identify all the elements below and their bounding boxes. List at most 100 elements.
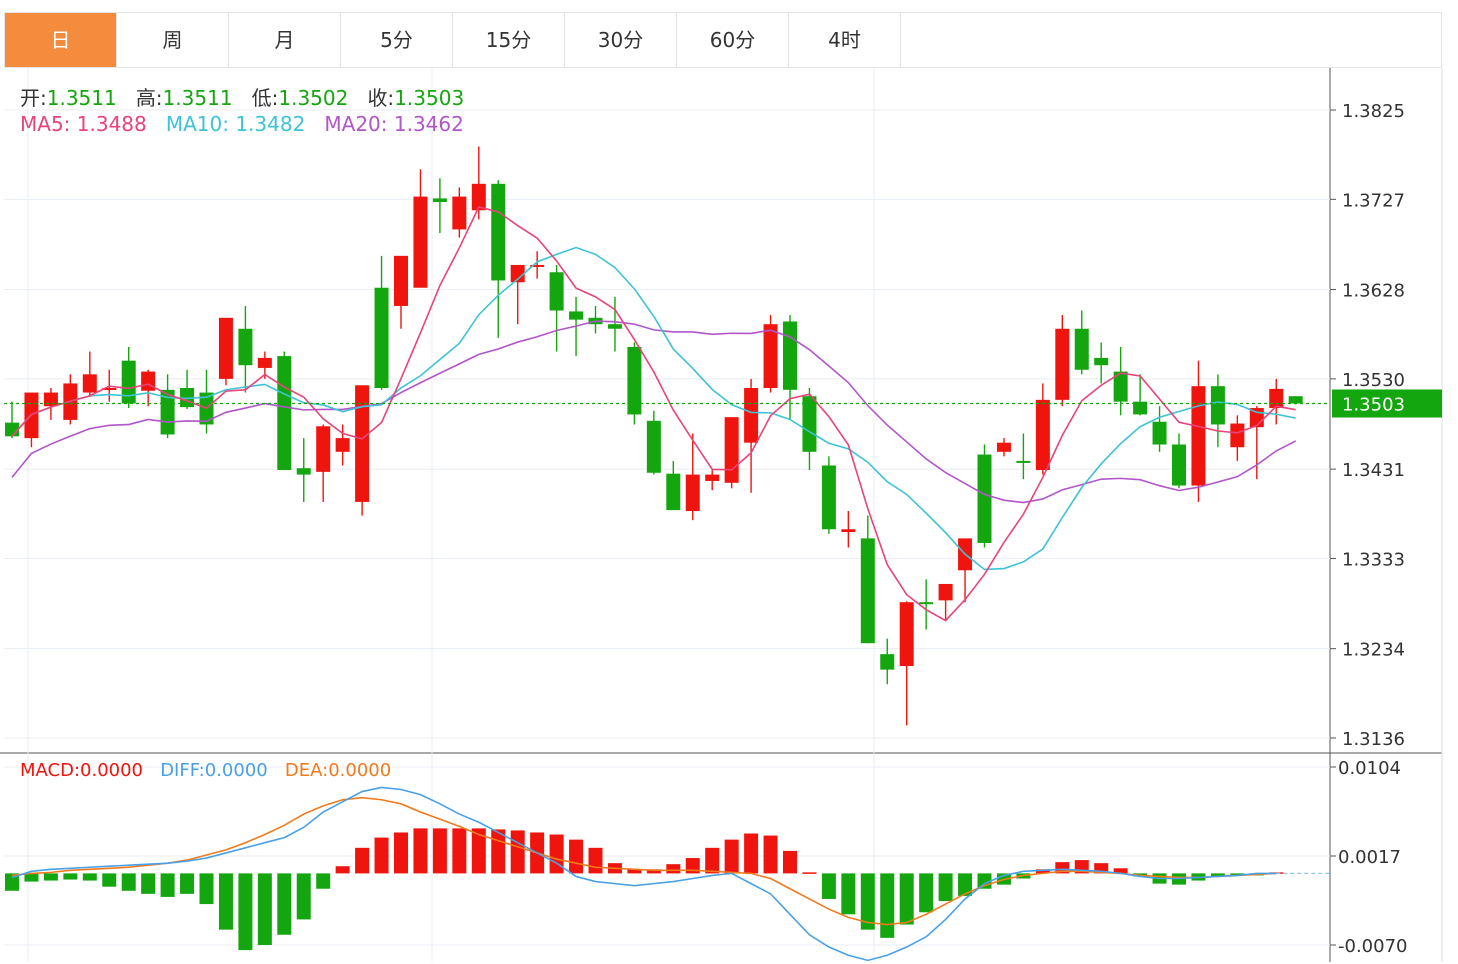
macd-bar <box>705 847 720 874</box>
macd-bar <box>841 873 856 915</box>
timeframe-tabs: 日周月 5分 15分 30分 60分 4时 <box>4 12 1442 68</box>
candle-body <box>1113 371 1128 402</box>
macd-bar <box>238 873 253 951</box>
macd-bar <box>180 873 195 894</box>
candle-body <box>491 183 506 281</box>
low-value: 1.3502 <box>278 86 349 110</box>
candle-body <box>607 324 622 329</box>
tab-6[interactable]: 60分 <box>677 13 789 67</box>
macd-tick-label: 0.0017 <box>1338 847 1401 868</box>
macd-bar <box>724 839 739 874</box>
tab-2[interactable]: 月 <box>229 13 341 67</box>
tab-3[interactable]: 5分 <box>341 13 453 67</box>
candle-body <box>335 438 350 452</box>
macd-value: 0.0000 <box>80 760 144 781</box>
macd-bar <box>666 864 681 874</box>
macd-bar <box>958 873 973 896</box>
candle-body <box>218 317 233 379</box>
candle-body <box>1210 386 1225 425</box>
candle-body <box>530 264 545 267</box>
candle-body <box>880 654 895 670</box>
candle-body <box>1288 396 1303 404</box>
tab-4[interactable]: 15分 <box>453 13 565 67</box>
macd-bar <box>1113 868 1128 874</box>
candle-body <box>666 473 681 511</box>
candle-body <box>1016 460 1031 463</box>
macd-bar <box>63 873 78 880</box>
open-label: 开: <box>20 86 47 110</box>
macd-bar <box>821 873 836 899</box>
tab-1[interactable]: 周 <box>117 13 229 67</box>
candle-body <box>783 321 797 390</box>
candle-body <box>724 417 739 483</box>
candle-body <box>1269 388 1284 409</box>
candle-body <box>1133 401 1148 415</box>
macd-bar <box>744 833 759 874</box>
candle-body <box>257 357 272 368</box>
candle-body <box>763 324 778 388</box>
macd-bar <box>588 847 603 874</box>
macd-bar <box>296 873 311 920</box>
ma10-line <box>11 246 1296 571</box>
macd-bar <box>1035 869 1050 874</box>
low-label: 低: <box>251 86 279 110</box>
candle-body <box>802 396 817 452</box>
macd-bar <box>880 873 895 938</box>
candle-body <box>1152 421 1167 445</box>
macd-bar <box>394 832 408 874</box>
candle-body <box>821 465 836 530</box>
macd-bar <box>102 873 117 887</box>
macd-bar <box>471 828 486 874</box>
macd-bar <box>199 873 214 905</box>
macd-bar <box>1230 873 1245 876</box>
candle-body <box>1172 444 1186 486</box>
tab-7[interactable]: 4时 <box>789 13 901 67</box>
dea-value: 0.0000 <box>328 760 392 781</box>
macd-bar <box>899 873 914 925</box>
dea-label: DEA: <box>284 760 329 781</box>
macd-bar <box>646 869 661 874</box>
candle-body <box>938 583 953 601</box>
tab-5[interactable]: 30分 <box>565 13 677 67</box>
candle-body <box>1191 386 1206 486</box>
ma20-line <box>11 320 1297 504</box>
candle-body <box>432 198 447 203</box>
candle-body <box>685 474 700 512</box>
candle-body <box>1094 357 1109 366</box>
ma10-value: 1.3482 <box>235 112 306 136</box>
macd-bar <box>43 873 58 881</box>
candle-body <box>1230 423 1245 448</box>
ma5-line <box>11 206 1296 622</box>
macd-bar <box>860 873 875 930</box>
candle-body <box>82 374 97 393</box>
macd-bar <box>413 828 428 874</box>
candle-body <box>627 346 642 415</box>
macd-bar <box>938 873 953 902</box>
candle-body <box>452 196 467 230</box>
macd-bar <box>218 873 233 930</box>
ma-legend: MA5: 1.3488 MA10: 1.3482 MA20: 1.3462 <box>20 112 464 136</box>
candle-body <box>841 529 856 533</box>
macd-label: MACD: <box>20 760 81 781</box>
macd-tick-label: 0.0104 <box>1338 758 1401 779</box>
ma5-label: MA5: <box>20 112 71 136</box>
candle-body <box>860 538 875 644</box>
ohlc-legend: 开:1.3511 高:1.3511 低:1.3502 收:1.3503 <box>20 82 464 111</box>
open-value: 1.3511 <box>46 86 117 110</box>
tab-0[interactable]: 日 <box>5 13 117 67</box>
price-tick-label: 1.3727 <box>1342 190 1405 211</box>
macd-bar <box>432 828 447 874</box>
macd-bar <box>919 873 934 913</box>
candle-body <box>510 264 525 283</box>
macd-bar <box>452 828 467 874</box>
macd-bar <box>355 847 370 874</box>
macd-bar <box>491 829 506 874</box>
macd-bar <box>277 873 292 935</box>
ma20-value: 1.3462 <box>393 112 464 136</box>
price-tick-label: 1.3431 <box>1342 460 1405 481</box>
candle-body <box>919 602 934 605</box>
price-tick-label: 1.3628 <box>1342 281 1405 302</box>
macd-bar <box>802 872 817 874</box>
macd-bar <box>141 873 156 894</box>
candle-body <box>471 183 486 211</box>
